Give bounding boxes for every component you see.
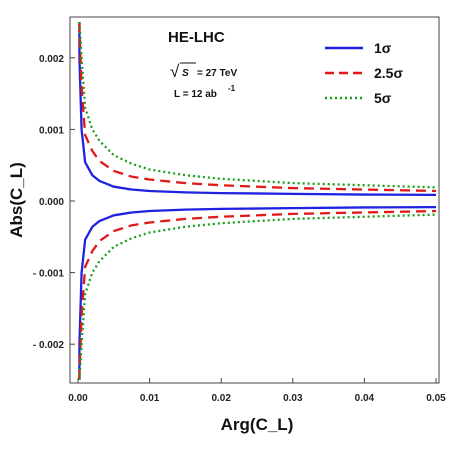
annotation-lumi-exp: -1 [228, 84, 236, 93]
y-tick-label: 0.000 [39, 197, 64, 208]
x-tick-label: 0.00 [68, 393, 88, 404]
series-1sigma-lower [78, 205, 437, 380]
x-axis-title: Arg(C_L) [221, 415, 294, 434]
y-tick-label: - 0.002 [33, 340, 65, 351]
sqrt-icon: √ [170, 62, 180, 81]
y-tick-label: 0.002 [39, 54, 64, 65]
legend: 1σ 2.5σ 5σ [325, 40, 403, 106]
curves-layer [78, 21, 437, 381]
series-1sigma-upper [78, 22, 437, 197]
y-tick-label: - 0.001 [33, 269, 65, 280]
x-tick-label: 0.02 [211, 393, 231, 404]
x-tick-label: 0.04 [355, 393, 375, 404]
annotation-energy: = 27 TeV [197, 68, 237, 79]
series-2p5sigma-upper [78, 22, 437, 193]
y-axis-title: Abs(C_L) [7, 162, 26, 238]
x-tick-label: 0.05 [426, 393, 446, 404]
ticks-layer: 0.00 0.01 0.02 0.03 0.04 0.05 - 0.002 - 0.001 0.… [33, 54, 446, 404]
y-axis-title-main: Abs(C_L) [7, 162, 26, 238]
annotation-energy-symbol: S [182, 68, 189, 79]
plot-frame [69, 16, 440, 384]
x-axis-title-main: Arg(C_L) [221, 415, 294, 434]
series-5sigma-lower [78, 213, 437, 381]
x-tick-label: 0.03 [283, 393, 303, 404]
annotation-lumi: L = 12 ab [174, 89, 217, 100]
x-tick-label: 0.01 [140, 393, 160, 404]
legend-label-1sigma: 1σ [374, 40, 392, 56]
legend-label-2p5sigma: 2.5σ [374, 65, 403, 81]
series-2p5sigma-lower [78, 209, 437, 380]
y-tick-label: 0.001 [39, 125, 64, 136]
series-5sigma-upper [78, 21, 437, 189]
legend-label-5sigma: 5σ [374, 90, 392, 106]
annotation-title: HE-LHC [168, 29, 225, 46]
